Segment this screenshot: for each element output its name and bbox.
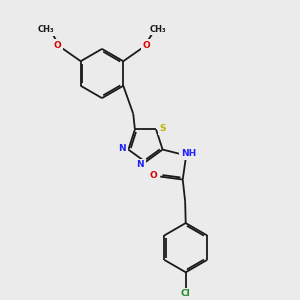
Text: CH₃: CH₃	[149, 25, 166, 34]
Text: O: O	[53, 41, 61, 50]
Text: N: N	[118, 144, 126, 153]
Text: N: N	[136, 160, 144, 169]
Text: CH₃: CH₃	[38, 25, 55, 34]
Text: NH: NH	[181, 149, 196, 158]
Text: Cl: Cl	[181, 290, 190, 298]
Text: O: O	[142, 41, 150, 50]
Text: S: S	[159, 124, 166, 133]
Text: O: O	[150, 171, 158, 180]
